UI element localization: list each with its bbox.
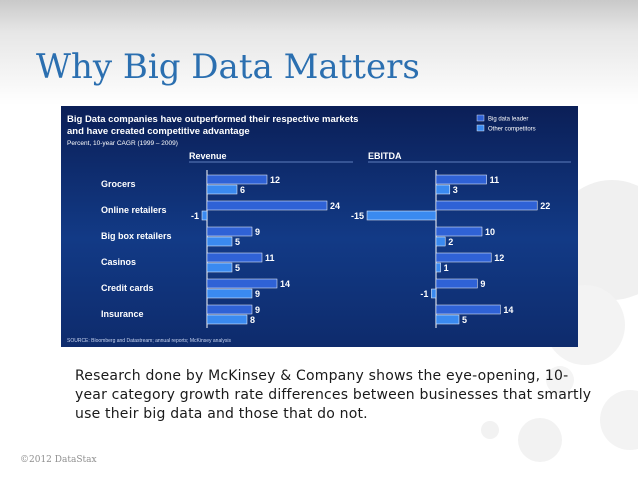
category-label: Credit cards [101, 283, 154, 293]
bar [435, 314, 460, 325]
bar-value-label: 5 [462, 315, 467, 325]
bar-value-label: 14 [280, 279, 290, 289]
bar-value-label: 2 [448, 237, 453, 247]
bar-value-label: 5 [235, 263, 240, 273]
panel-header: Revenue [189, 151, 227, 161]
bar [435, 252, 492, 263]
bar-value-label: 9 [255, 289, 260, 299]
chart-figure: Big Data companies have outperformed the… [67, 114, 571, 344]
chart-source: SOURCE: Bloomberg and Datastream; annual… [67, 338, 231, 344]
bar-value-label: -1 [191, 211, 199, 221]
bar [431, 288, 437, 299]
slide-title: Why Big Data Matters [36, 47, 420, 87]
bar-value-label: 6 [240, 185, 245, 195]
bar-value-label: -1 [420, 289, 428, 299]
legend-swatch [476, 124, 485, 132]
bar [435, 304, 501, 315]
bar-value-label: 5 [235, 237, 240, 247]
category-label: Insurance [101, 309, 144, 319]
bar [206, 236, 233, 247]
bar [206, 314, 248, 325]
bar-value-label: 8 [250, 315, 255, 325]
bar [206, 184, 238, 195]
legend-swatch [476, 114, 485, 122]
caption-text: Research done by McKinsey & Company show… [75, 368, 592, 422]
bar-value-label: 24 [330, 201, 340, 211]
bar [206, 288, 253, 299]
bar-value-label: 11 [265, 253, 275, 263]
bar-value-label: 14 [503, 305, 513, 315]
bar [206, 278, 278, 289]
bar [201, 210, 208, 221]
bar-value-label: 10 [485, 227, 495, 237]
bar-value-label: 9 [255, 305, 260, 315]
bar-value-label: 9 [255, 227, 260, 237]
category-label: Big box retailers [101, 231, 172, 241]
bar [435, 236, 446, 247]
bar [206, 200, 328, 211]
bar-value-label: 22 [540, 201, 550, 211]
bar [435, 174, 487, 185]
panel-header: EBITDA [368, 151, 402, 161]
chart-panel: Big Data companies have outperformed the… [61, 106, 578, 347]
bar-value-label: 3 [453, 185, 458, 195]
bar-value-label: 9 [480, 279, 485, 289]
category-label: Online retailers [101, 205, 167, 215]
chart-legend: Big data leader Other competitors [476, 114, 536, 133]
copyright-footer: ©2012 DataStax [20, 455, 97, 465]
chart-title-line-1: Big Data companies have outperformed the… [67, 114, 358, 125]
chart-subtitle: Percent, 10-year CAGR (1999 – 2009) [67, 140, 178, 147]
chart-title-line-2: and have created competitive advantage [67, 126, 250, 137]
bar [435, 278, 478, 289]
bar [206, 304, 253, 315]
header-band [0, 0, 638, 105]
bar-value-label: 12 [494, 253, 504, 263]
bar-value-label: 1 [444, 263, 449, 273]
bar [206, 226, 253, 237]
bar [435, 184, 451, 195]
category-label: Casinos [101, 257, 136, 267]
bar [435, 226, 483, 237]
bar [206, 262, 233, 273]
bar-value-label: 11 [490, 175, 500, 185]
bar [435, 200, 538, 211]
legend-label: Big data leader [488, 117, 528, 123]
bar [206, 252, 263, 263]
bar-value-label: -15 [351, 211, 364, 221]
bar [435, 262, 441, 273]
category-label: Grocers [101, 179, 136, 189]
legend-label: Other competitors [488, 127, 536, 133]
bar-value-label: 12 [270, 175, 280, 185]
bar [206, 174, 268, 185]
chart-panels: Revenue12249111496-15598EBITDA1122101291… [189, 151, 571, 328]
category-labels: Grocers Online retailers Big box retailers… [101, 179, 172, 319]
bar [366, 210, 437, 221]
